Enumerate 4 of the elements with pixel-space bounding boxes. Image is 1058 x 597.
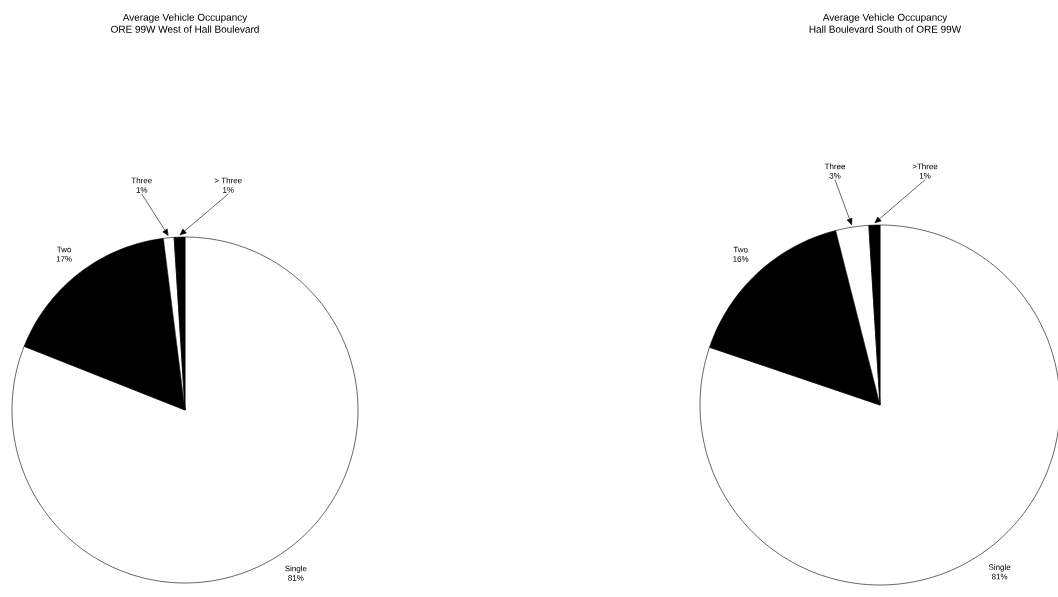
chart-subtitle: Hall Boulevard South of ORE 99W: [809, 25, 962, 33]
chart-subtitle: ORE 99W West of Hall Boulevard: [111, 25, 259, 33]
chart-title: Average Vehicle Occupancy: [822, 13, 948, 23]
chart-title: Average Vehicle Occupancy: [122, 13, 248, 23]
